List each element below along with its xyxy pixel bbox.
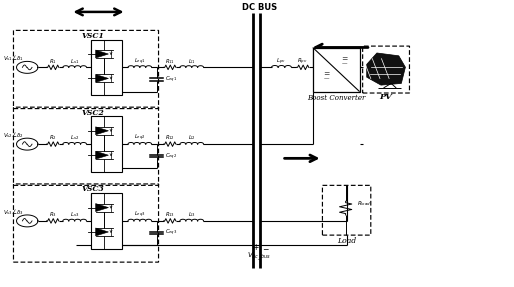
Text: $V_{s2}\angle\delta_2$: $V_{s2}\angle\delta_2$: [3, 130, 23, 140]
Polygon shape: [96, 50, 108, 58]
Text: Boost Converter: Boost Converter: [307, 94, 365, 102]
Text: $R_{11}$: $R_{11}$: [164, 57, 175, 66]
Polygon shape: [96, 228, 108, 236]
Text: $L_{s2}$: $L_{s2}$: [70, 133, 79, 142]
Text: $R_{pv}$: $R_{pv}$: [297, 57, 308, 67]
Text: $V_{dc\_bus}$: $V_{dc\_bus}$: [247, 251, 271, 263]
Text: —: —: [324, 77, 329, 82]
Text: —: —: [342, 61, 347, 66]
Polygon shape: [366, 53, 406, 85]
Text: $R_{13}$: $R_{13}$: [164, 210, 175, 219]
Text: =: =: [324, 70, 330, 78]
Text: $C_{eq1}$: $C_{eq1}$: [164, 75, 177, 85]
Text: VSC2: VSC2: [82, 108, 105, 117]
Bar: [91, 117, 122, 172]
Text: $V_{s3}\angle\delta_3$: $V_{s3}\angle\delta_3$: [3, 207, 23, 217]
Text: DC BUS: DC BUS: [242, 3, 277, 12]
Text: VSC3: VSC3: [82, 185, 105, 193]
Text: $C_{eq2}$: $C_{eq2}$: [164, 152, 177, 162]
Bar: [313, 48, 360, 92]
Text: $L_{eq1}$: $L_{eq1}$: [134, 57, 145, 67]
Text: $R_{12}$: $R_{12}$: [165, 133, 175, 142]
Text: $C_{eq3}$: $C_{eq3}$: [164, 228, 177, 238]
Text: $R_3$: $R_3$: [49, 210, 57, 219]
Polygon shape: [96, 151, 108, 159]
Text: $-$: $-$: [262, 244, 269, 252]
Text: $+$: $+$: [252, 242, 260, 252]
Text: $L_{l2}$: $L_{l2}$: [188, 133, 196, 142]
Polygon shape: [96, 74, 108, 82]
Bar: [91, 40, 122, 95]
Text: $V_{s1}\angle\delta_1$: $V_{s1}\angle\delta_1$: [3, 53, 23, 63]
Text: $R_2$: $R_2$: [49, 133, 57, 142]
Text: $R_{load}$: $R_{load}$: [357, 199, 371, 208]
Polygon shape: [96, 203, 108, 212]
Text: $L_{l3}$: $L_{l3}$: [188, 210, 196, 219]
Polygon shape: [96, 127, 108, 135]
Text: PV: PV: [380, 93, 392, 101]
Bar: [91, 193, 122, 249]
Text: $L_{eq3}$: $L_{eq3}$: [134, 210, 145, 220]
Text: $L_{l1}$: $L_{l1}$: [188, 57, 196, 66]
Text: $L_{eq2}$: $L_{eq2}$: [134, 133, 145, 144]
Text: Load: Load: [337, 237, 356, 245]
Text: $L_{s3}$: $L_{s3}$: [70, 210, 79, 219]
Text: $L_{s1}$: $L_{s1}$: [70, 57, 79, 66]
Text: $R_1$: $R_1$: [49, 57, 57, 66]
Text: VSC1: VSC1: [82, 32, 105, 40]
Text: $L_{pv}$: $L_{pv}$: [277, 57, 286, 67]
Text: =: =: [341, 55, 348, 63]
